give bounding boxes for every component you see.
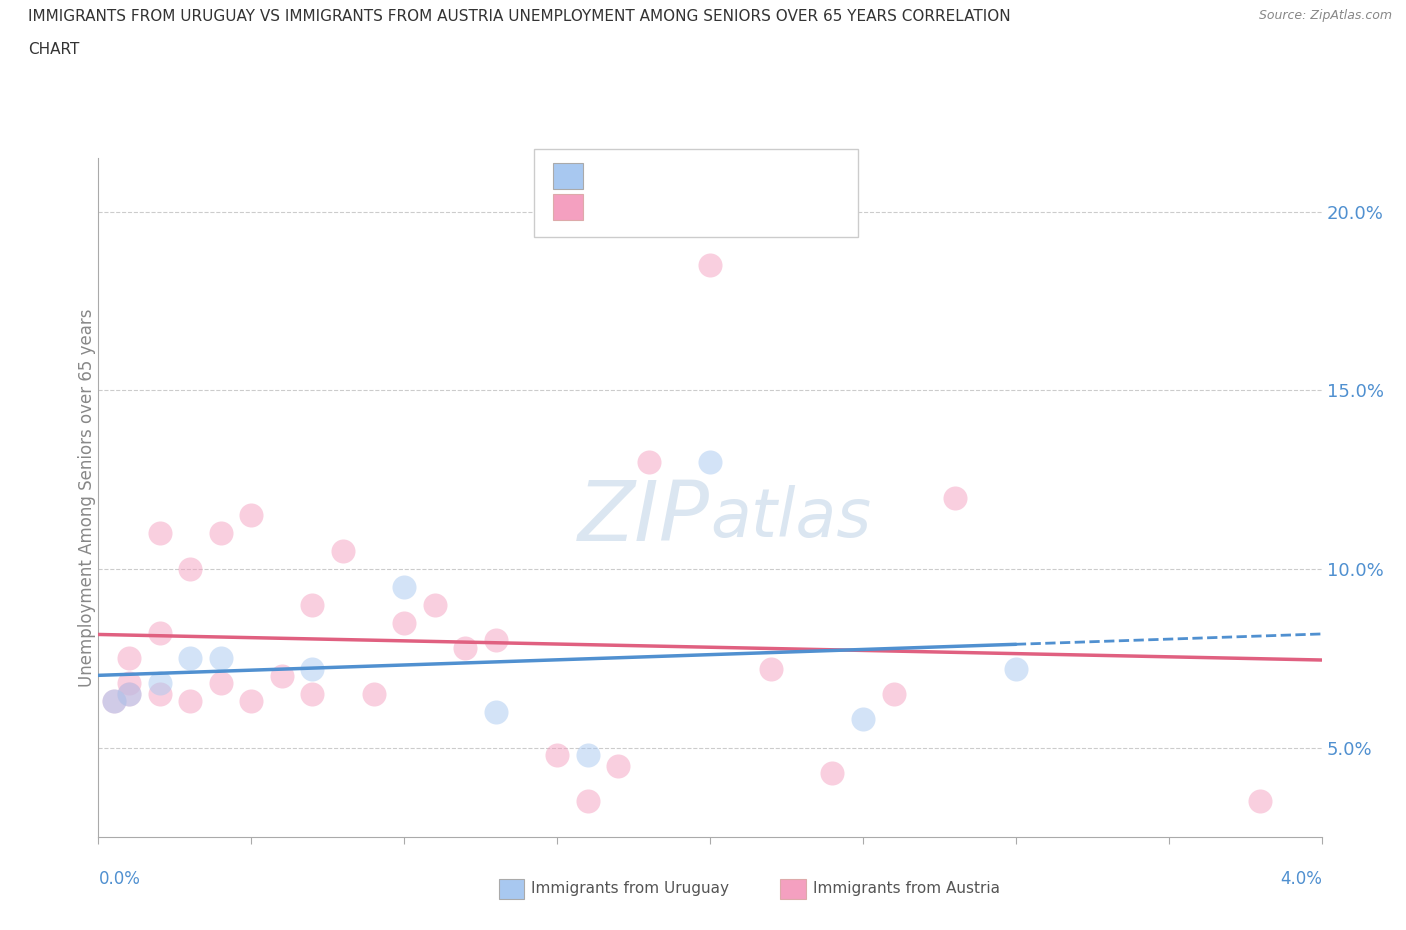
Point <box>118 686 141 701</box>
Point <box>179 562 201 577</box>
Point <box>179 694 201 709</box>
Y-axis label: Unemployment Among Seniors over 65 years: Unemployment Among Seniors over 65 years <box>79 309 96 686</box>
Point <box>392 579 416 594</box>
Point <box>546 748 568 763</box>
Text: Immigrants from Uruguay: Immigrants from Uruguay <box>531 881 730 896</box>
Point <box>759 661 782 676</box>
Text: N =: N = <box>679 166 718 185</box>
Point <box>103 694 125 709</box>
Point <box>883 686 905 701</box>
Point <box>179 651 201 666</box>
Text: IMMIGRANTS FROM URUGUAY VS IMMIGRANTS FROM AUSTRIA UNEMPLOYMENT AMONG SENIORS OV: IMMIGRANTS FROM URUGUAY VS IMMIGRANTS FR… <box>28 9 1011 24</box>
Point <box>149 525 172 540</box>
Point <box>118 686 141 701</box>
Text: Immigrants from Austria: Immigrants from Austria <box>813 881 1000 896</box>
Point <box>485 705 508 720</box>
Point <box>118 651 141 666</box>
Point <box>423 597 446 612</box>
Text: atlas: atlas <box>710 485 872 551</box>
Point <box>607 758 630 773</box>
Point <box>209 651 232 666</box>
Point <box>821 765 844 780</box>
Point <box>943 490 966 505</box>
Point <box>209 525 232 540</box>
Point <box>852 711 875 726</box>
Point <box>240 694 263 709</box>
Point <box>301 597 323 612</box>
Text: 0.0%: 0.0% <box>98 870 141 887</box>
Point <box>576 748 599 763</box>
Text: N =: N = <box>679 198 718 217</box>
Text: R =: R = <box>592 166 631 185</box>
Point <box>699 258 721 272</box>
Point <box>332 544 354 559</box>
Point <box>699 455 721 470</box>
Point <box>454 640 477 655</box>
Point <box>209 676 232 691</box>
Point <box>270 669 294 684</box>
Text: ZIP: ZIP <box>578 477 710 558</box>
Point <box>240 508 263 523</box>
Point <box>485 633 508 648</box>
Point <box>149 686 172 701</box>
Point <box>363 686 385 701</box>
Point <box>118 676 141 691</box>
Text: Source: ZipAtlas.com: Source: ZipAtlas.com <box>1258 9 1392 22</box>
Point <box>576 794 599 809</box>
Text: CHART: CHART <box>28 42 80 57</box>
Point <box>1004 661 1026 676</box>
Point <box>149 676 172 691</box>
Text: 4.0%: 4.0% <box>1279 870 1322 887</box>
Point <box>301 661 323 676</box>
Point <box>103 694 125 709</box>
Text: 0.428: 0.428 <box>630 198 688 217</box>
Text: R =: R = <box>592 198 631 217</box>
Point <box>637 455 661 470</box>
Point <box>149 626 172 641</box>
Point <box>392 615 416 630</box>
Text: 12: 12 <box>717 166 742 185</box>
Point <box>301 686 323 701</box>
Text: 0.181: 0.181 <box>630 166 688 185</box>
Point <box>1249 794 1271 809</box>
Text: 32: 32 <box>717 198 742 217</box>
